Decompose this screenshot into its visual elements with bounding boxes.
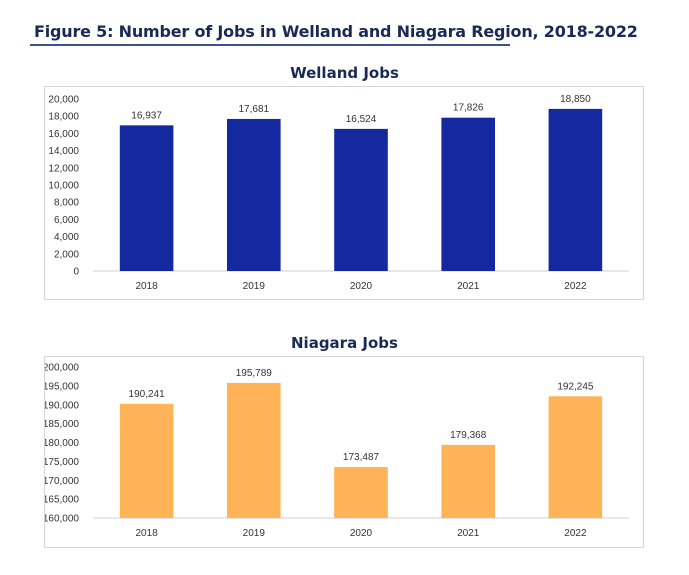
niagara-bar	[441, 444, 495, 518]
niagara-category-label: 2019	[243, 528, 266, 539]
niagara-chart: 160,000 165,000 170,000 175,000 180,000 185,0…	[44, 356, 644, 548]
welland-data-label: 17,681	[239, 104, 270, 115]
welland-ytick-label: 2,000	[54, 249, 79, 260]
niagara-ytick-label: 195,000	[45, 381, 79, 392]
niagara-data-label: 173,487	[343, 452, 380, 463]
niagara-bar	[334, 467, 388, 518]
niagara-bar	[119, 403, 174, 518]
welland-category-label: 2018	[135, 281, 158, 292]
niagara-category-label: 2022	[564, 528, 587, 539]
title-underline	[30, 44, 510, 46]
figure-title: Figure 5: Number of Jobs in Welland and …	[34, 22, 638, 41]
welland-category-label: 2019	[243, 281, 266, 292]
niagara-ytick-label: 185,000	[45, 419, 79, 430]
welland-data-label: 18,850	[560, 94, 591, 105]
welland-bar	[119, 125, 174, 271]
welland-ytick-label: 4,000	[54, 232, 79, 243]
welland-data-label: 17,826	[453, 103, 484, 114]
welland-ytick-label: 12,000	[48, 163, 79, 174]
niagara-data-label: 179,368	[450, 430, 487, 441]
welland-ytick-label: 18,000	[48, 112, 79, 123]
niagara-ytick-label: 170,000	[45, 476, 79, 487]
niagara-ytick-label: 160,000	[45, 514, 79, 525]
welland-bar	[441, 117, 495, 271]
niagara-chart-svg: 160,000 165,000 170,000 175,000 180,000 185,0…	[45, 363, 629, 539]
welland-bar	[548, 108, 603, 271]
niagara-bar	[548, 396, 603, 518]
niagara-data-label: 195,789	[236, 368, 273, 379]
welland-ytick-label: 0	[73, 267, 79, 278]
welland-category-label: 2022	[564, 281, 587, 292]
welland-category-label: 2021	[457, 281, 480, 292]
niagara-category-label: 2020	[350, 528, 373, 539]
welland-ytick-label: 8,000	[54, 198, 79, 209]
niagara-ytick-label: 180,000	[45, 438, 79, 449]
niagara-data-label: 190,241	[129, 389, 166, 400]
niagara-category-label: 2018	[135, 528, 158, 539]
welland-ytick-label: 6,000	[54, 215, 79, 226]
niagara-ytick-label: 165,000	[45, 495, 79, 506]
niagara-bar	[227, 382, 281, 518]
welland-category-label: 2020	[350, 281, 373, 292]
welland-ytick-label: 14,000	[48, 146, 79, 157]
welland-chart-svg: 0 2,000 4,000 6,000 8,000 10,000 12,000 14,000 1…	[48, 94, 629, 292]
niagara-chart-title: Niagara Jobs	[291, 334, 398, 352]
welland-ytick-label: 10,000	[48, 181, 79, 192]
niagara-ytick-label: 190,000	[45, 400, 79, 411]
welland-chart-title: Welland Jobs	[290, 64, 399, 82]
welland-ytick-label: 16,000	[48, 129, 79, 140]
welland-data-label: 16,937	[131, 110, 162, 121]
niagara-category-label: 2021	[457, 528, 480, 539]
welland-bar	[227, 118, 281, 272]
welland-ytick-label: 20,000	[48, 95, 79, 106]
niagara-ytick-label: 175,000	[45, 457, 79, 468]
welland-data-label: 16,524	[346, 114, 377, 125]
welland-chart: 0 2,000 4,000 6,000 8,000 10,000 12,000 14,000 1…	[44, 86, 644, 300]
niagara-data-label: 192,245	[557, 381, 594, 392]
welland-bar	[334, 128, 388, 271]
niagara-ytick-label: 200,000	[45, 363, 79, 374]
